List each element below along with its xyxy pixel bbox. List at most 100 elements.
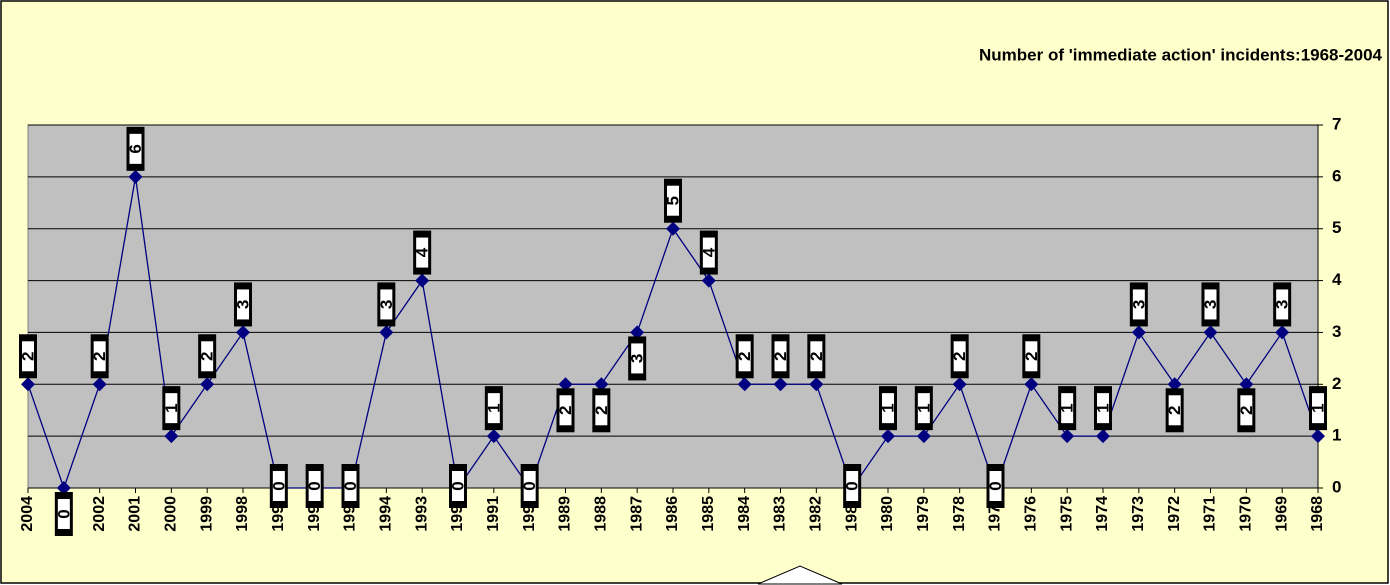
data-label-text: 3 <box>233 300 252 309</box>
x-tick-label: 2001 <box>127 496 144 532</box>
data-label-text: 0 <box>305 481 324 490</box>
data-label: 0 <box>305 464 324 508</box>
data-label-inner <box>1097 393 1109 424</box>
data-label-inner <box>1061 393 1074 424</box>
data-label-text: 1 <box>484 403 503 412</box>
data-label-inner <box>57 499 70 529</box>
y-tick-label: 6 <box>1332 166 1341 185</box>
marker <box>379 325 394 340</box>
data-label-inner <box>702 237 715 268</box>
data-label: 3 <box>377 282 396 327</box>
data-label: 0 <box>986 464 1005 508</box>
data-label: 3 <box>1129 282 1148 327</box>
data-label: 3 <box>1201 282 1220 327</box>
data-label-inner <box>344 471 357 501</box>
marker <box>594 377 609 392</box>
x-tick-label: 1982 <box>808 496 825 532</box>
marker <box>415 273 430 288</box>
data-label: 1 <box>914 386 933 431</box>
x-tick-label: 1998 <box>234 496 251 532</box>
data-label: 1 <box>1093 386 1112 431</box>
x-tick-label: 2002 <box>91 496 108 532</box>
x-tick-label: 1984 <box>736 496 753 532</box>
marker <box>1167 377 1182 392</box>
data-label-inner <box>523 471 536 501</box>
marker <box>809 377 824 392</box>
data-label: 2 <box>1165 388 1184 433</box>
marker <box>630 325 645 340</box>
marker <box>773 377 788 392</box>
data-label-inner <box>882 393 894 424</box>
data-label: 2 <box>807 334 826 379</box>
y-tick-label: 7 <box>1332 114 1341 133</box>
marker <box>1203 325 1218 340</box>
y-tick-label: 5 <box>1332 218 1341 237</box>
data-label-inner <box>989 471 1002 501</box>
x-tick-label: 1999 <box>198 496 215 532</box>
data-label: 1 <box>1058 386 1077 431</box>
x-tick-label: 1979 <box>915 496 932 532</box>
x-tick-label: 1973 <box>1130 496 1147 532</box>
data-label-text: 0 <box>448 481 467 490</box>
marker <box>21 377 35 392</box>
data-label-inner <box>1276 289 1289 320</box>
marker <box>1131 325 1146 340</box>
data-label-inner <box>667 185 679 216</box>
marker <box>200 377 215 392</box>
callout-pointer <box>757 565 843 585</box>
marker <box>164 429 179 444</box>
data-label-inner <box>1168 395 1181 426</box>
data-label-inner <box>380 289 393 320</box>
data-label-text: 2 <box>1165 406 1184 415</box>
data-label-text: 1 <box>1308 403 1327 412</box>
data-label: 5 <box>663 178 682 223</box>
marker <box>1096 429 1110 444</box>
data-label: 2 <box>1022 334 1041 379</box>
marker <box>92 377 107 392</box>
data-label: 0 <box>54 492 73 536</box>
data-label: 2 <box>771 334 790 379</box>
data-label: 2 <box>18 334 37 379</box>
data-label-inner <box>738 341 751 372</box>
x-tick-label: 1993 <box>413 496 430 532</box>
x-tick-label: 1976 <box>1023 496 1040 532</box>
data-label: 2 <box>735 334 754 379</box>
x-tick-label: 2004 <box>19 496 36 532</box>
marker <box>1024 377 1039 392</box>
data-label-inner <box>1312 393 1324 424</box>
data-label-text: 2 <box>1022 352 1041 361</box>
data-label-text: 0 <box>341 481 360 490</box>
data-label-text: 3 <box>1129 300 1148 309</box>
x-tick-label: 1989 <box>557 496 574 532</box>
data-label-inner <box>93 341 106 372</box>
x-tick-label: 1971 <box>1202 496 1219 532</box>
data-label-text: 0 <box>843 481 862 490</box>
data-label: 3 <box>1273 282 1292 327</box>
data-label: 2 <box>90 334 109 379</box>
data-label: 3 <box>233 282 252 327</box>
marker <box>128 169 143 184</box>
y-tick-label: 1 <box>1332 426 1341 445</box>
data-label: 0 <box>520 464 539 508</box>
x-tick-label: 1985 <box>700 496 717 532</box>
data-label-inner <box>272 471 285 501</box>
data-label-inner <box>1132 289 1145 320</box>
data-label-text: 3 <box>1201 300 1220 309</box>
data-label: 4 <box>413 230 432 275</box>
data-label-inner <box>129 133 142 164</box>
data-label-inner <box>308 471 321 501</box>
x-tick-label: 1987 <box>628 496 645 532</box>
data-label-text: 3 <box>377 300 396 309</box>
data-label: 1 <box>1308 386 1327 431</box>
marker <box>558 377 573 392</box>
x-tick-label: 2000 <box>163 496 180 532</box>
data-label: 2 <box>592 388 611 433</box>
marker <box>881 429 895 444</box>
data-label: 0 <box>269 464 288 508</box>
marker <box>701 273 716 288</box>
data-label-inner <box>487 393 500 424</box>
data-label: 6 <box>126 126 145 171</box>
data-label-inner <box>559 395 572 426</box>
x-tick-label: 1974 <box>1094 496 1111 532</box>
